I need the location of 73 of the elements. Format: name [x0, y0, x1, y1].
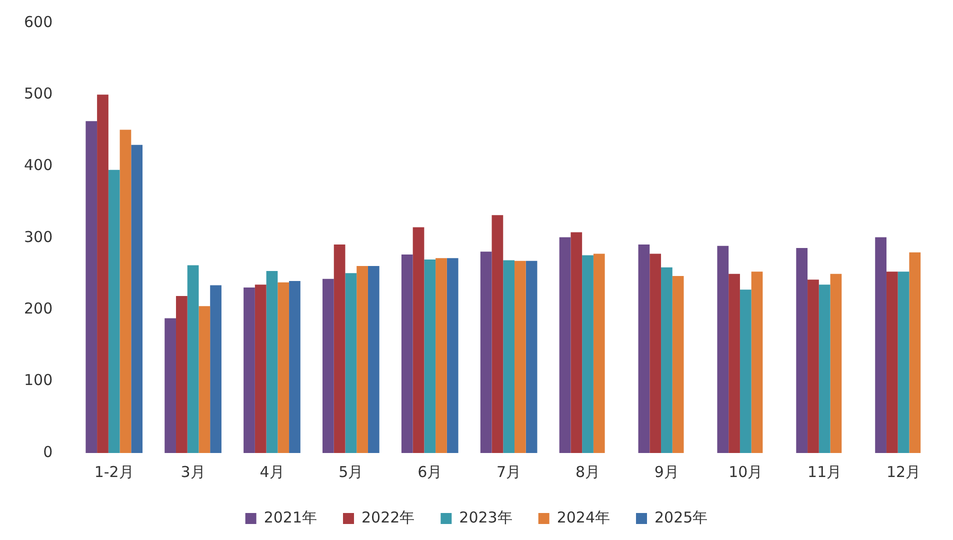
x-tick-label: 11月	[808, 462, 842, 481]
bar	[198, 306, 210, 453]
bar	[108, 170, 120, 453]
x-tick-label: 8月	[575, 462, 600, 481]
y-tick-label: 300	[24, 228, 53, 246]
bar	[334, 244, 346, 453]
bar	[526, 260, 538, 453]
bar	[412, 227, 424, 453]
bar	[638, 244, 650, 453]
bar	[672, 276, 684, 453]
bar	[818, 284, 830, 453]
bar	[830, 274, 842, 453]
bar	[808, 280, 819, 453]
bar	[875, 237, 886, 453]
legend-label: 2022年	[361, 508, 415, 526]
bar	[909, 252, 921, 453]
bar	[570, 232, 582, 453]
bar	[131, 144, 143, 453]
x-tick-label: 3月	[180, 462, 206, 481]
bar	[401, 254, 413, 453]
bar	[796, 248, 808, 453]
bar	[97, 94, 108, 453]
y-tick-label: 600	[24, 12, 53, 31]
y-tick-label: 500	[24, 84, 53, 103]
y-tick-label: 400	[24, 156, 53, 174]
bar	[86, 121, 98, 453]
bar	[120, 130, 132, 453]
bar	[436, 258, 447, 453]
bar	[514, 260, 526, 453]
legend-label: 2023年	[459, 508, 512, 526]
bar	[886, 272, 898, 453]
x-tick-label: 7月	[496, 462, 522, 481]
y-tick-label: 0	[43, 442, 53, 461]
bar	[559, 237, 571, 453]
bar	[210, 285, 222, 453]
bar	[446, 258, 458, 453]
legend-label: 2025年	[654, 508, 708, 526]
x-tick-label: 4月	[260, 462, 284, 481]
bar	[503, 260, 514, 453]
bar	[492, 215, 504, 453]
bar	[593, 254, 605, 453]
bar	[266, 270, 278, 453]
bar	[751, 272, 763, 453]
x-tick-label: 1-2月	[94, 462, 134, 481]
bar	[345, 273, 357, 453]
bar	[424, 260, 436, 453]
bar	[740, 290, 752, 453]
bar	[244, 287, 255, 453]
bar	[480, 252, 492, 453]
x-tick-label: 9月	[654, 462, 679, 481]
bar	[650, 254, 662, 453]
bar	[254, 284, 266, 453]
bar	[728, 274, 740, 453]
bar	[289, 281, 300, 453]
bar	[278, 282, 290, 453]
bar	[322, 278, 334, 453]
y-tick-label: 100	[24, 371, 53, 390]
bar	[582, 255, 594, 453]
bar	[368, 266, 380, 453]
x-tick-label: 6月	[418, 462, 442, 481]
bar	[898, 272, 910, 453]
bar	[164, 318, 176, 453]
legend-label: 2024年	[556, 508, 610, 526]
y-tick-label: 200	[24, 300, 53, 318]
x-tick-label: 12月	[886, 462, 921, 481]
bar	[717, 246, 729, 453]
x-tick-label: 10月	[728, 462, 763, 481]
bar	[356, 266, 368, 453]
x-tick-label: 5月	[338, 462, 364, 481]
bar	[661, 267, 672, 453]
legend-label: 2021年	[264, 508, 318, 526]
bar	[187, 265, 199, 453]
bar	[176, 296, 188, 453]
